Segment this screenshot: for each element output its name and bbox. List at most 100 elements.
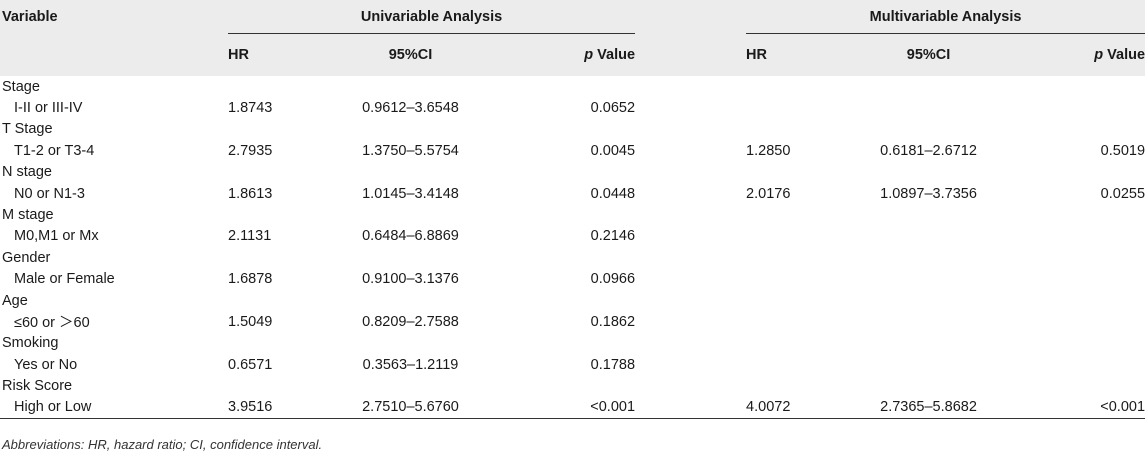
multi-p-cell: 0.5019 [1100,142,1145,159]
multi-hr-cell [746,311,841,332]
multivariable-header-label: Multivariable Analysis [869,9,1022,25]
level-label: I-II or III-IV [14,100,83,117]
multi-p-cell [1016,226,1145,247]
multi-p-cell [1016,311,1145,332]
multi-hr-header-label: HR [746,47,767,63]
uni-hr-header: HR [228,34,323,76]
level-label: Male or Female [14,271,115,288]
multi-p-cell: 0.0255 [1100,185,1145,202]
category-label: T Stage [2,121,53,138]
uni-hr-cell: 1.5049 [228,313,273,330]
category-label: Smoking [2,335,59,352]
table-body: Stage I-II or III-IV 1.8743 0.9612–3.654… [0,76,1145,419]
uni-ci-cell: 0.8209–2.7588 [362,313,459,330]
results-table-container: Variable Univariable Analysis Multivaria… [0,0,1145,419]
uni-p-header: p Value [498,34,635,76]
multi-ci-cell [841,354,1016,375]
spacer-cell [635,396,747,419]
uni-p-cell: <0.001 [498,396,636,419]
table-row: High or Low 3.9516 2.7510–5.6760 <0.001 … [0,396,1145,419]
hazard-ratio-table: Variable Univariable Analysis Multivaria… [0,0,1145,419]
spacer-cell [635,97,746,118]
level-label: N0 or N1-3 [14,185,85,202]
spacer-subheader [635,34,746,76]
category-row: Age [0,290,1145,311]
spacer-cell [635,354,746,375]
multi-hr-cell [746,269,841,290]
multi-p-cell: <0.001 [1016,396,1145,419]
uni-hr-cell: 0.6571 [228,356,273,373]
multi-p-italic: p [1094,47,1104,63]
variable-header: Variable [2,9,58,25]
table-row: T1-2 or T3-4 2.7935 1.3750–5.5754 0.0045… [0,140,1145,161]
uni-p-cell: 0.0652 [590,100,636,117]
uni-ci-cell: 1.3750–5.5754 [362,142,459,159]
uni-p-cell: 0.0448 [590,185,636,202]
multi-ci-cell [841,97,1016,118]
multi-ci-cell [841,311,1016,332]
level-label: Yes or No [14,356,78,373]
table-row: Male or Female 1.6878 0.9100–3.1376 0.09… [0,269,1145,290]
multi-hr-cell: 4.0072 [746,396,842,419]
uni-ci-cell: 0.9612–3.6548 [362,100,459,117]
group-header-row: Variable Univariable Analysis Multivaria… [0,0,1145,34]
table-row: Yes or No 0.6571 0.3563–1.2119 0.1788 [0,354,1145,375]
category-row: M stage [0,204,1145,225]
level-label: ≤60 or ＞60 [14,315,90,332]
multi-hr-cell: 1.2850 [746,142,791,159]
uni-p-rest: Value [593,47,636,63]
uni-ci-cell: 0.9100–3.1376 [362,271,459,288]
spacer-header [635,0,746,34]
category-row: Smoking [0,333,1145,354]
uni-hr-cell: 2.7935 [228,142,273,159]
spacer-cell [635,183,746,204]
multivariable-header: Multivariable Analysis [746,0,1145,34]
level-label: High or Low [0,396,228,419]
multi-hr-cell: 2.0176 [746,185,791,202]
uni-ci-cell: 0.6484–6.8869 [362,228,459,245]
multi-ci-cell [841,269,1016,290]
multi-ci-header: 95%CI [906,47,951,63]
category-row: T Stage [0,119,1145,140]
category-label: Stage [2,78,40,95]
multi-p-header: p Value [1016,34,1145,76]
uni-ci-header: 95%CI [388,47,433,63]
category-row: Risk Score [0,375,1145,396]
category-row: Gender [0,247,1145,268]
multi-p-rest: Value [1103,47,1145,63]
univariable-header: Univariable Analysis [228,0,636,34]
category-label: M stage [2,207,54,224]
multi-hr-header: HR [746,34,841,76]
multi-p-cell [1016,354,1145,375]
spacer-cell [635,269,746,290]
uni-ci-cell: 1.0145–3.4148 [362,185,459,202]
multi-ci-cell [841,226,1016,247]
table-row: I-II or III-IV 1.8743 0.9612–3.6548 0.06… [0,97,1145,118]
table-top-rule [0,0,1145,1]
table-footnote: Abbreviations: HR, hazard ratio; CI, con… [2,437,323,452]
uni-p-cell: 0.1862 [590,313,636,330]
multi-hr-cell [746,354,841,375]
category-label: Risk Score [2,378,73,395]
uni-hr-cell: 2.1131 [228,228,272,245]
uni-hr-cell: 1.6878 [228,271,273,288]
category-row: N stage [0,162,1145,183]
category-label: Age [2,292,28,309]
multi-hr-cell [746,97,841,118]
uni-hr-cell: 1.8743 [228,100,273,117]
level-label: M0,M1 or Mx [14,228,99,245]
multi-p-cell [1016,97,1145,118]
category-label: Gender [2,249,51,266]
uni-p-cell: 0.2146 [590,228,636,245]
multivariable-rule [746,33,1145,34]
category-label: N stage [2,164,52,181]
spacer-cell [635,226,746,247]
univariable-header-label: Univariable Analysis [360,9,503,25]
spacer-cell [635,311,746,332]
multi-ci-cell: 0.6181–2.6712 [880,142,977,159]
multi-ci-cell: 1.0897–3.7356 [880,185,977,202]
table-row: M0,M1 or Mx 2.1131 0.6484–6.8869 0.2146 [0,226,1145,247]
category-row: Stage [0,76,1145,97]
uni-hr-header-label: HR [228,47,249,63]
uni-p-cell: 0.0966 [590,271,636,288]
